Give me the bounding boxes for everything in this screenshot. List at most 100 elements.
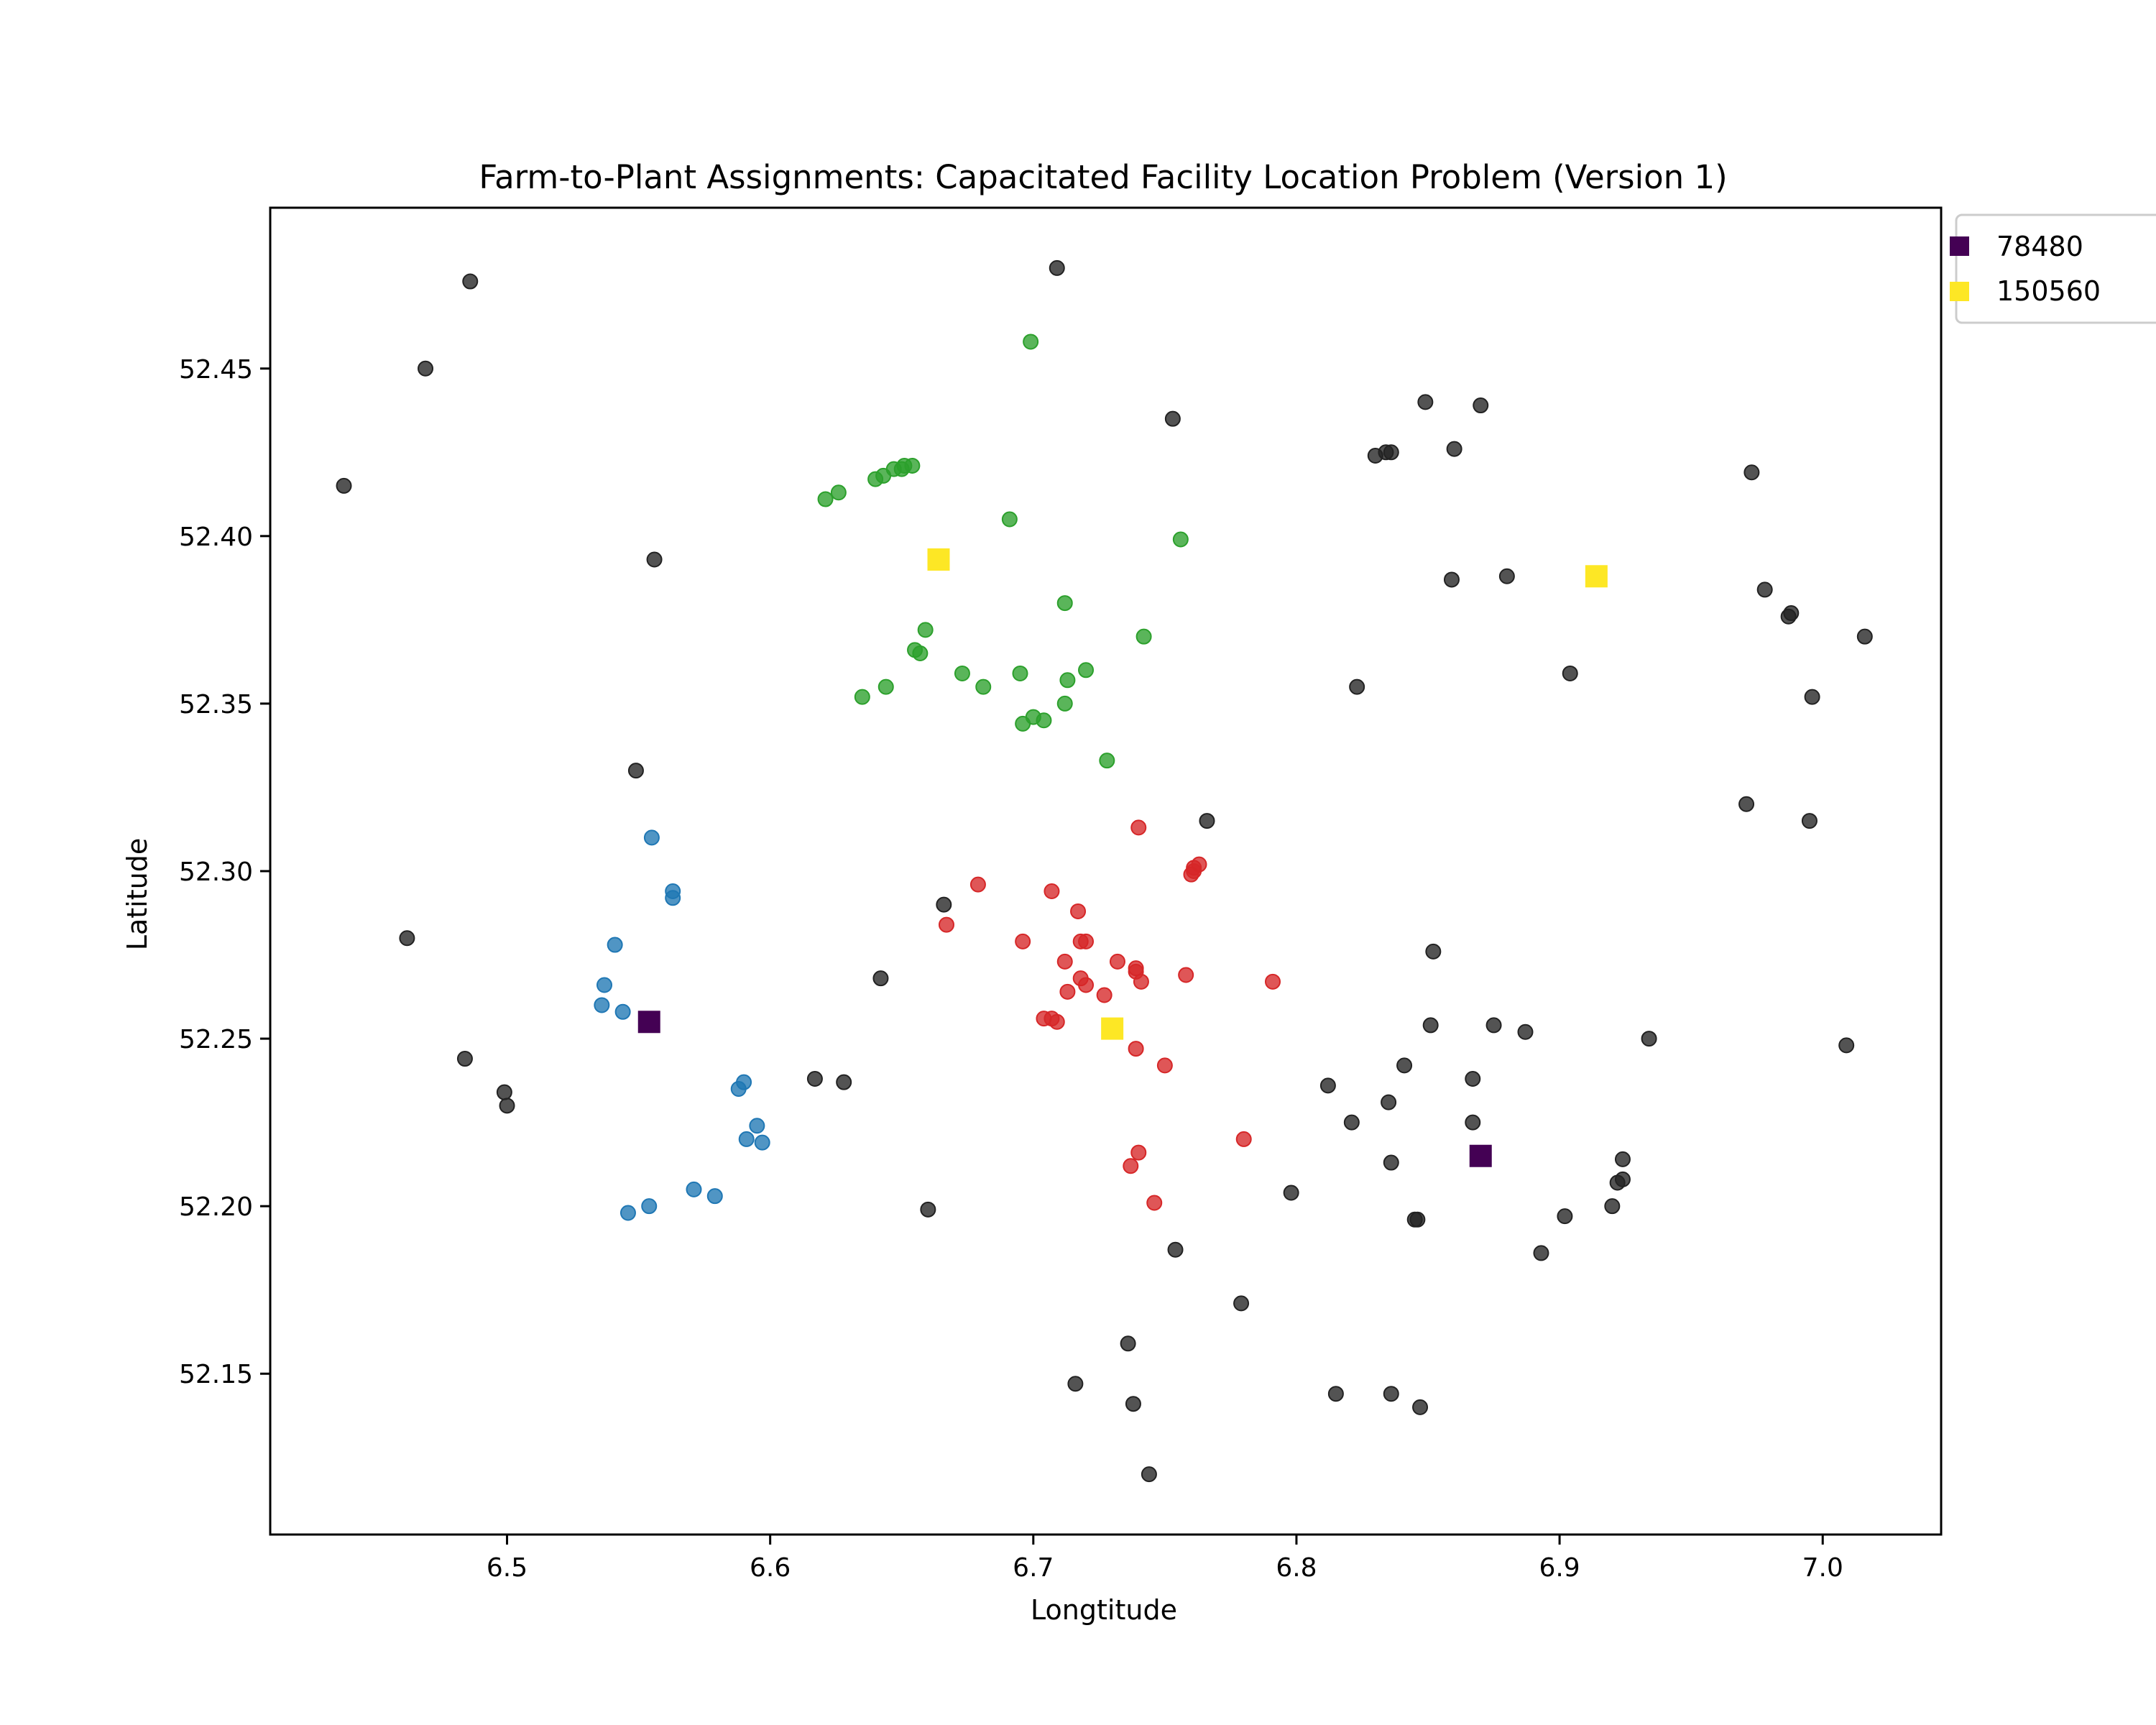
farm-point <box>938 916 954 933</box>
farm-point <box>1349 678 1365 695</box>
farm-point <box>1498 568 1515 584</box>
y-tick-label: 52.30 <box>179 857 253 887</box>
legend-label-78480: 78480 <box>1996 231 2083 262</box>
farm-point <box>646 551 663 568</box>
farm-point <box>1641 1031 1657 1047</box>
farm-point <box>817 491 834 507</box>
farm-point <box>1327 1386 1344 1402</box>
farm-point <box>643 829 660 846</box>
plant-marker-150560 <box>927 548 950 571</box>
farm-point <box>1199 813 1215 829</box>
legend-label-150560: 150560 <box>1996 275 2101 307</box>
farm-point <box>1067 1376 1084 1392</box>
farm-point <box>1801 813 1818 829</box>
farm-point <box>686 1181 702 1197</box>
farm-point <box>1120 1335 1136 1352</box>
farm-point <box>1856 628 1873 645</box>
plant-marker-78480 <box>1469 1144 1492 1167</box>
farm-point <box>1465 1114 1481 1131</box>
farm-point <box>706 1188 723 1205</box>
farm-point <box>1738 796 1755 812</box>
farm-point <box>1056 595 1073 612</box>
farm-point <box>1235 1131 1252 1147</box>
farm-point <box>738 1131 755 1147</box>
farm-point <box>1381 1094 1397 1110</box>
farm-point <box>969 876 986 893</box>
farm-point <box>1056 953 1073 970</box>
farm-point <box>854 689 870 705</box>
x-tick-label: 6.5 <box>487 1553 528 1583</box>
farm-point <box>1422 1017 1439 1034</box>
farm-point <box>754 1134 770 1151</box>
farm-point <box>877 678 894 695</box>
plant-marker-150560 <box>1101 1017 1124 1040</box>
farm-point <box>336 477 352 494</box>
farm-point <box>399 930 415 947</box>
chart-title: Farm-to-Plant Assignments: Capacitated F… <box>479 158 1727 196</box>
legend-marker-150560 <box>1950 282 1969 301</box>
plant-marker-78480 <box>637 1011 660 1034</box>
farm-point <box>1130 1144 1147 1161</box>
farm-point <box>1265 973 1281 990</box>
farm-point <box>1023 334 1039 350</box>
farm-point <box>1609 1174 1626 1191</box>
plant-markers <box>637 548 1608 1167</box>
farm-point <box>1135 628 1152 645</box>
farm-point <box>1078 977 1095 993</box>
farm-point <box>1838 1037 1855 1054</box>
farm-point <box>1123 1158 1139 1174</box>
farm-point <box>1562 665 1578 681</box>
farm-point <box>641 1198 658 1215</box>
farm-point <box>1001 511 1018 528</box>
farm-point <box>1015 933 1031 949</box>
y-axis-title: Latitude <box>121 838 153 950</box>
x-axis-title: Longtitude <box>1031 1594 1177 1626</box>
farm-point <box>1167 1241 1184 1258</box>
farm-point <box>462 273 479 290</box>
farm-point <box>1283 1184 1299 1201</box>
farm-point <box>806 1071 823 1087</box>
farm-point <box>1409 1211 1426 1228</box>
farm-point <box>496 1084 512 1100</box>
legend: 78480 150560 <box>1950 213 2156 324</box>
farm-point <box>1417 394 1434 410</box>
farm-point <box>1141 1466 1157 1483</box>
x-tick-label: 6.6 <box>750 1553 791 1583</box>
farm-point <box>954 665 970 681</box>
x-tick-label: 6.9 <box>1539 1553 1580 1583</box>
farm-point <box>830 484 847 501</box>
plot-area: 6.5 6.6 6.7 6.8 6.9 7.0 52.1552.2052.2552.305… <box>179 206 1943 1583</box>
farm-point <box>1756 581 1773 598</box>
farm-point <box>1036 712 1052 729</box>
farm-point <box>1383 1386 1399 1402</box>
farm-point <box>1319 1077 1336 1094</box>
farm-point <box>1133 973 1149 990</box>
farm-point <box>614 1003 631 1020</box>
farm-point <box>456 1051 473 1067</box>
legend-box <box>1955 213 2156 324</box>
farm-point <box>836 1074 852 1090</box>
farm-point <box>1412 1399 1429 1415</box>
farm-point <box>1156 1057 1173 1074</box>
farm-point <box>1172 531 1189 548</box>
farm-point <box>1557 1208 1573 1225</box>
farm-points <box>336 259 1873 1483</box>
farm-point <box>1614 1151 1631 1167</box>
farm-point <box>1059 983 1076 1000</box>
farm-point <box>1078 662 1095 678</box>
y-tick-label: 52.45 <box>179 355 253 385</box>
farm-point <box>1015 715 1031 732</box>
y-tick-label: 52.15 <box>179 1360 253 1389</box>
farm-point <box>596 977 612 993</box>
farm-point <box>1233 1295 1250 1312</box>
farm-point <box>1780 608 1797 625</box>
farm-point <box>920 1201 936 1218</box>
farm-point <box>1056 695 1073 712</box>
farm-point <box>1465 1071 1481 1087</box>
farm-point <box>1096 987 1112 1003</box>
plant-marker-150560 <box>1585 565 1608 588</box>
farm-point <box>975 678 992 695</box>
farm-point <box>1049 259 1065 276</box>
farm-point <box>1186 863 1202 879</box>
